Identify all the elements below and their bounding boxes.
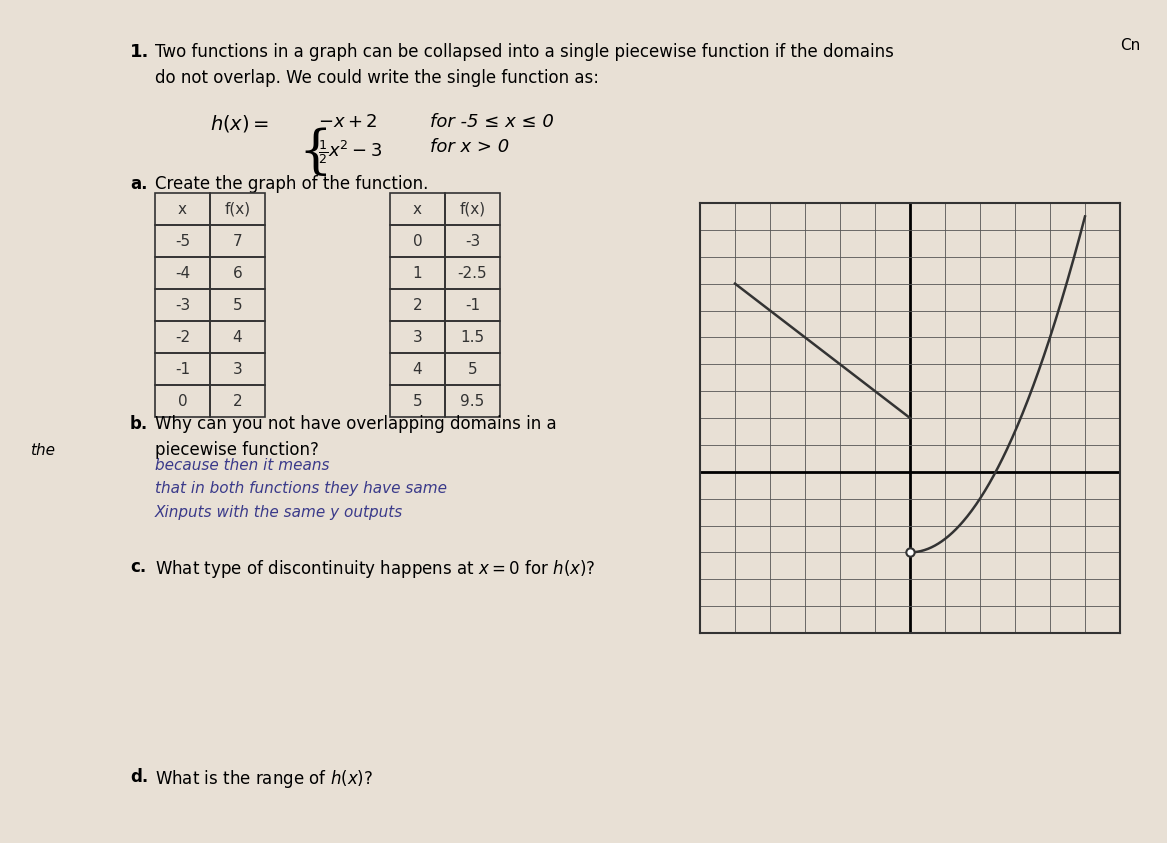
Text: $h(x) =$: $h(x) =$ [210, 113, 270, 134]
Text: 2: 2 [413, 298, 422, 313]
Text: 0: 0 [413, 234, 422, 249]
Bar [390, 193, 445, 225]
Bar [445, 385, 499, 417]
Bar [155, 257, 210, 289]
Bar [445, 321, 499, 353]
Text: Cn: Cn [1120, 38, 1140, 53]
Bar [390, 257, 445, 289]
Bar [390, 321, 445, 353]
Text: What is the range of $h(x)$?: What is the range of $h(x)$? [155, 768, 373, 790]
Text: 3: 3 [413, 330, 422, 345]
Text: -1: -1 [464, 298, 480, 313]
Text: 1: 1 [413, 266, 422, 281]
Text: x: x [413, 201, 422, 217]
Text: Why can you not have overlapping domains in a
piecewise function?: Why can you not have overlapping domains… [155, 415, 557, 459]
Bar [445, 289, 499, 321]
Text: -3: -3 [175, 298, 190, 313]
Bar [155, 353, 210, 385]
Bar [445, 193, 499, 225]
Bar [210, 193, 265, 225]
Text: 1.5: 1.5 [461, 330, 484, 345]
Text: x: x [179, 201, 187, 217]
Bar [390, 385, 445, 417]
Bar [210, 257, 265, 289]
Bar [390, 353, 445, 385]
Bar [155, 385, 210, 417]
Text: -5: -5 [175, 234, 190, 249]
Bar [210, 225, 265, 257]
Text: b.: b. [130, 415, 148, 433]
Bar [445, 257, 499, 289]
Text: because then it means
that in both functions they have same
Xinputs with the sam: because then it means that in both funct… [155, 458, 447, 520]
Text: 0: 0 [177, 394, 188, 409]
Text: d.: d. [130, 768, 148, 786]
Text: -3: -3 [464, 234, 480, 249]
Bar [445, 353, 499, 385]
Bar [210, 385, 265, 417]
Text: f(x): f(x) [460, 201, 485, 217]
Text: 4: 4 [232, 330, 243, 345]
Text: 5: 5 [232, 298, 243, 313]
Bar [390, 289, 445, 321]
Text: 3: 3 [232, 362, 243, 377]
Text: What type of discontinuity happens at $x = 0$ for $h(x)$?: What type of discontinuity happens at $x… [155, 558, 595, 580]
Text: c.: c. [130, 558, 146, 576]
Text: 2: 2 [232, 394, 243, 409]
Text: 5: 5 [468, 362, 477, 377]
Text: for -5 ≤ x ≤ 0: for -5 ≤ x ≤ 0 [429, 113, 554, 131]
Text: f(x): f(x) [224, 201, 251, 217]
Bar [210, 289, 265, 321]
Text: the: the [30, 443, 55, 458]
Bar [390, 225, 445, 257]
Bar [155, 225, 210, 257]
Text: -2: -2 [175, 330, 190, 345]
Text: 6: 6 [232, 266, 243, 281]
Text: -4: -4 [175, 266, 190, 281]
Text: for x > 0: for x > 0 [429, 138, 509, 156]
Text: 5: 5 [413, 394, 422, 409]
Text: a.: a. [130, 175, 147, 193]
Text: -1: -1 [175, 362, 190, 377]
Text: -2.5: -2.5 [457, 266, 488, 281]
Text: 7: 7 [232, 234, 243, 249]
Text: 1.: 1. [130, 43, 149, 61]
Bar [210, 353, 265, 385]
Bar [155, 193, 210, 225]
Text: $\frac{1}{2}x^2 - 3$: $\frac{1}{2}x^2 - 3$ [317, 138, 383, 166]
Bar [445, 225, 499, 257]
Text: 4: 4 [413, 362, 422, 377]
Text: Two functions in a graph can be collapsed into a single piecewise function if th: Two functions in a graph can be collapse… [155, 43, 894, 88]
Bar [155, 289, 210, 321]
Bar [155, 321, 210, 353]
Text: 9.5: 9.5 [460, 394, 484, 409]
Text: Create the graph of the function.: Create the graph of the function. [155, 175, 428, 193]
Bar [210, 321, 265, 353]
Text: $-x + 2$: $-x + 2$ [317, 113, 378, 131]
Text: {: { [298, 127, 331, 178]
